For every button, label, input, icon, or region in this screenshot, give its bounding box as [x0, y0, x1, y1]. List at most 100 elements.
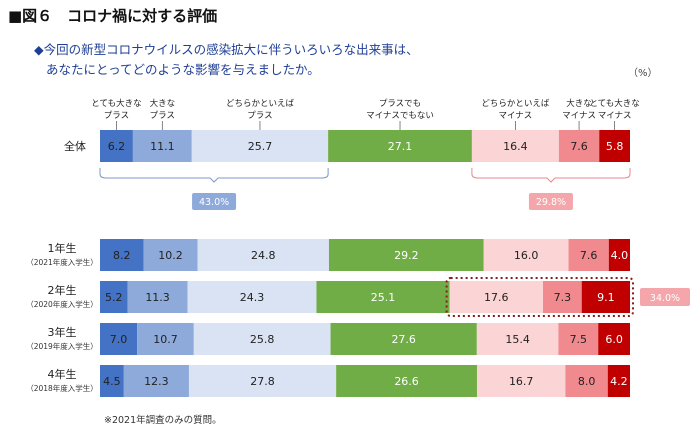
- bar-segment: [476, 365, 566, 397]
- bar-segment: [100, 281, 128, 313]
- bar-value-label: 16.4: [503, 140, 528, 153]
- bar-segment: [100, 239, 144, 271]
- bar-segment: [127, 281, 188, 313]
- legend-label: プラスでも: [379, 99, 421, 109]
- bar-value-label: 27.1: [388, 140, 413, 153]
- bar-segment: [476, 323, 559, 355]
- row-sublabel: （2019年度入学生）: [26, 341, 98, 351]
- bar-value-label: 4.2: [610, 375, 628, 388]
- bar-value-label: 6.2: [108, 140, 126, 153]
- bar-value-label: 26.6: [394, 375, 419, 388]
- unit-label: （%）: [628, 68, 658, 79]
- legend-label: マイナス: [498, 111, 532, 121]
- bar-segment: [100, 365, 124, 397]
- bar-segment: [598, 323, 630, 355]
- bar-segment: [558, 323, 599, 355]
- bar-value-label: 27.8: [250, 375, 275, 388]
- bar-segment: [568, 239, 609, 271]
- bar-value-label: 12.3: [144, 375, 169, 388]
- bar-value-label: 7.6: [570, 140, 588, 153]
- total-plus-summary-box: [192, 193, 237, 210]
- legend-label: 大きな: [566, 98, 592, 109]
- bar-value-label: 7.6: [580, 249, 598, 262]
- bar-segment: [188, 365, 337, 397]
- bar-segment: [336, 365, 477, 397]
- bar-segment: [330, 323, 477, 355]
- bar-segment: [137, 323, 194, 355]
- bar-segment: [483, 239, 569, 271]
- row-label: 4年生: [48, 367, 77, 381]
- question-line-2: あなたにとってどのような影響を与えましたか。: [46, 62, 320, 77]
- row-label: 3年生: [48, 325, 77, 339]
- bar-segment: [197, 239, 329, 271]
- row-sublabel: （2021年度入学生）: [26, 257, 98, 267]
- bar-segment: [607, 365, 630, 397]
- bar-value-label: 16.0: [514, 249, 539, 262]
- bar-segment: [328, 130, 472, 162]
- bar-value-label: 7.3: [554, 291, 572, 304]
- question-line-1: ◆今回の新型コロナウイルスの感染拡大に伴ういろいろな出来事は、: [34, 42, 419, 57]
- bar-segment: [608, 239, 630, 271]
- grade2-minus-summary-box: [640, 288, 690, 306]
- bar-segment: [193, 323, 331, 355]
- bar-value-label: 4.5: [103, 375, 121, 388]
- bar-segment: [100, 130, 133, 162]
- total-minus-summary-label: 29.8%: [536, 197, 566, 208]
- bar-value-label: 7.5: [570, 333, 588, 346]
- bar-segment: [100, 323, 138, 355]
- bar-value-label: 8.2: [113, 249, 131, 262]
- minus-bracket: [471, 168, 631, 183]
- bar-segment: [187, 281, 317, 313]
- bar-value-label: 8.0: [578, 375, 596, 388]
- legend-label: とても大きな: [91, 98, 141, 109]
- bar-value-label: 15.4: [505, 333, 530, 346]
- bar-value-label: 27.6: [391, 333, 416, 346]
- bar-segment: [599, 130, 630, 162]
- bar-value-label: 4.0: [611, 249, 629, 262]
- bar-segment: [316, 281, 450, 313]
- legend-label: マイナス: [598, 111, 632, 121]
- bar-segment: [328, 239, 484, 271]
- total-minus-summary-box: [528, 193, 573, 210]
- bar-value-label: 7.0: [110, 333, 128, 346]
- legend-label: プラス: [150, 111, 175, 121]
- bar-value-label: 24.8: [251, 249, 276, 262]
- bar-value-label: 10.7: [153, 333, 178, 346]
- row-sublabel: （2020年度入学生）: [26, 299, 98, 309]
- bar-value-label: 25.8: [250, 333, 275, 346]
- bar-segment: [191, 130, 329, 162]
- legend-label: マイナスでもない: [366, 111, 434, 121]
- bar-value-label: 5.8: [606, 140, 624, 153]
- row-label: 全体: [64, 139, 86, 153]
- legend-label: プラス: [247, 111, 272, 121]
- legend-label: どちらかといえば: [226, 99, 295, 109]
- total-plus-summary-label: 43.0%: [199, 197, 229, 208]
- bar-value-label: 9.1: [597, 291, 615, 304]
- bar-segment: [471, 130, 559, 162]
- row-label: 2年生: [48, 283, 77, 297]
- bar-value-label: 10.2: [158, 249, 183, 262]
- legend-label: 大きな: [150, 98, 176, 109]
- bar-value-label: 17.6: [484, 291, 509, 304]
- bar-value-label: 11.3: [145, 291, 170, 304]
- bar-value-label: 25.1: [371, 291, 396, 304]
- bar-value-label: 24.3: [240, 291, 265, 304]
- bar-value-label: 11.1: [150, 140, 175, 153]
- bar-segment: [143, 239, 198, 271]
- bar-value-label: 29.2: [394, 249, 419, 262]
- grade2-minus-highlight: [445, 277, 635, 317]
- bar-segment: [132, 130, 192, 162]
- row-sublabel: （2018年度入学生）: [26, 383, 98, 393]
- figure-title: ■図６ コロナ禍に対する評価: [8, 7, 218, 25]
- bar-segment: [565, 365, 608, 397]
- legend-label: プラス: [104, 111, 129, 121]
- bar-segment: [123, 365, 189, 397]
- bar-segment: [581, 281, 630, 313]
- legend-label: どちらかといえば: [481, 99, 550, 109]
- bar-value-label: 5.2: [105, 291, 123, 304]
- bar-value-label: 25.7: [248, 140, 273, 153]
- bar-value-label: 16.7: [509, 375, 534, 388]
- grade2-minus-summary-label: 34.0%: [650, 293, 680, 304]
- question-text: ◆今回の新型コロナウイルスの感染拡大に伴ういろいろな出来事は、 あなたにとってど…: [34, 40, 419, 80]
